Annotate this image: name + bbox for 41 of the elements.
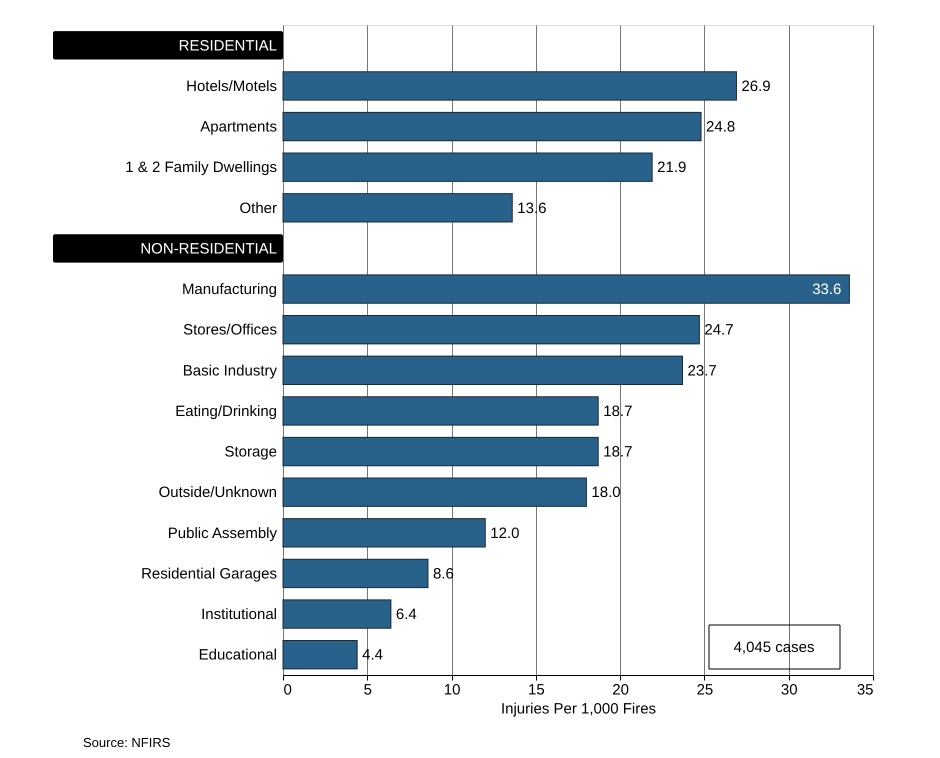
x-tick-label: 25 — [696, 682, 714, 698]
x-axis-title: Injuries Per 1,000 Fires — [500, 700, 656, 718]
data-label: 6.4 — [396, 606, 417, 624]
y-tick-label: Residential Garages — [141, 565, 277, 582]
y-tick-label: Outside/Unknown — [158, 484, 277, 502]
data-label: 24.7 — [704, 322, 734, 339]
data-label: 26.9 — [741, 78, 771, 95]
y-tick-label: Educational — [198, 646, 277, 664]
x-tick-label: 10 — [444, 682, 460, 698]
y-tick-label: RESIDENTIAL — [178, 37, 277, 54]
y-tick-label: Other — [239, 200, 278, 217]
y-tick-label: Institutional — [201, 606, 277, 624]
data-label: 8.6 — [432, 565, 454, 582]
y-tick-label: Stores/Offices — [183, 322, 277, 339]
x-tick-label: 5 — [364, 682, 372, 698]
y-tick-label: Apartments — [200, 118, 277, 136]
y-tick-label: Hotels/Motels — [186, 78, 277, 95]
data-label: 23.7 — [688, 362, 717, 380]
x-tick-label: 20 — [612, 682, 629, 698]
y-tick-label: 1 & 2 Family Dwellings — [125, 159, 277, 176]
data-label: 13.6 — [517, 200, 546, 217]
data-label: 18.0 — [591, 484, 621, 502]
y-tick-label: Manufacturing — [182, 281, 277, 298]
data-label: 21.9 — [657, 159, 686, 176]
data-label: 33.6 — [812, 281, 842, 298]
y-tick-label: Public Assembly — [168, 524, 278, 542]
data-label: 12.0 — [490, 524, 520, 542]
x-tick-label: 15 — [528, 682, 545, 698]
x-tick-label: 35 — [856, 682, 874, 698]
y-tick-label: Basic Industry — [182, 362, 278, 380]
y-tick-label: Storage — [224, 444, 277, 461]
x-tick-label: 30 — [780, 682, 798, 698]
data-label: 24.8 — [706, 118, 736, 136]
source-note: Source: NFIRS — [83, 735, 171, 750]
y-tick-label: Eating/Drinking — [175, 402, 277, 420]
data-label: 18.7 — [603, 402, 632, 420]
x-tick-label: 0 — [284, 682, 292, 698]
annotation: 4,045 cases — [734, 639, 814, 656]
data-label: 4.4 — [362, 646, 384, 664]
y-tick-label: NON-RESIDENTIAL — [140, 240, 277, 258]
data-label: 18.7 — [603, 444, 632, 461]
